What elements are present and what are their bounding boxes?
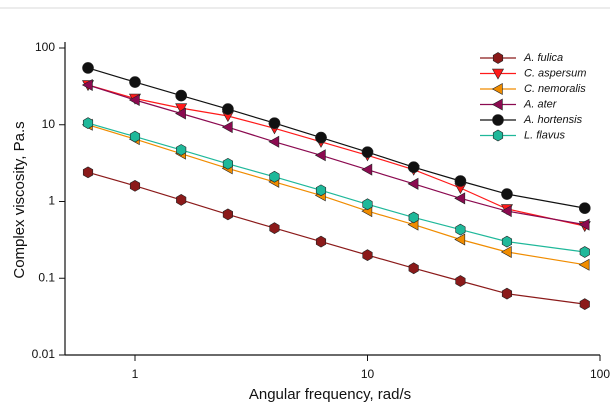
marker <box>222 208 233 221</box>
y-tick-label: 10 <box>42 117 56 131</box>
marker <box>500 205 512 218</box>
legend-marker <box>491 82 503 96</box>
marker <box>129 179 141 192</box>
marker <box>175 103 188 115</box>
marker <box>408 211 419 224</box>
marker <box>578 258 590 271</box>
marker <box>500 245 512 258</box>
marker <box>501 188 513 200</box>
marker <box>361 146 374 158</box>
y-tick-label: 0.01 <box>32 347 56 361</box>
legend-marker <box>492 52 504 64</box>
marker <box>129 76 141 88</box>
marker <box>82 62 94 74</box>
series-line <box>87 84 585 226</box>
marker <box>578 202 591 214</box>
y-tick-label: 100 <box>35 40 55 54</box>
legend-marker <box>492 114 504 126</box>
marker <box>579 298 590 310</box>
marker <box>578 218 590 231</box>
marker <box>501 235 513 248</box>
legend-marker <box>492 129 504 142</box>
legend-label: A. hortensis <box>523 114 583 126</box>
marker <box>315 184 327 197</box>
marker <box>315 235 327 248</box>
marker <box>501 287 513 300</box>
marker <box>82 166 94 179</box>
legend-label: L. flavus <box>524 129 565 141</box>
x-tick-label: 10 <box>361 367 375 381</box>
marker <box>222 103 234 115</box>
legend-label: C. aspersum <box>524 67 586 79</box>
legend-marker <box>491 68 505 80</box>
marker <box>455 223 466 236</box>
marker <box>221 121 233 134</box>
legend-marker <box>491 98 503 111</box>
x-tick-label: 1 <box>132 367 139 381</box>
marker <box>268 117 281 129</box>
marker <box>175 107 186 120</box>
marker <box>128 94 140 107</box>
marker <box>407 161 420 173</box>
marker <box>175 89 187 102</box>
marker <box>362 198 373 211</box>
marker <box>82 117 94 129</box>
marker <box>454 192 466 205</box>
marker <box>176 144 187 156</box>
x-axis-title: Angular frequency, rad/s <box>249 386 411 403</box>
marker <box>314 149 326 162</box>
x-tick-label: 100 <box>590 367 610 381</box>
marker <box>454 233 466 246</box>
legend-label: C. nemoralis <box>524 83 586 95</box>
legend-label: A. ater <box>523 98 558 110</box>
marker <box>129 130 141 143</box>
marker <box>315 131 327 144</box>
legend-label: A. fulica <box>523 52 563 64</box>
marker <box>361 163 373 176</box>
marker <box>176 194 187 206</box>
marker <box>362 249 373 261</box>
marker <box>269 222 280 234</box>
marker <box>454 175 467 187</box>
marker <box>407 177 419 190</box>
y-tick-label: 0.1 <box>38 270 55 284</box>
marker <box>81 78 93 91</box>
marker <box>579 246 590 258</box>
marker <box>455 275 466 287</box>
y-tick-label: 1 <box>48 194 55 208</box>
marker <box>222 157 233 170</box>
y-axis-title: Complex viscosity, Pa.s <box>11 121 28 278</box>
marker <box>408 262 419 275</box>
marker <box>269 170 280 183</box>
marker <box>268 135 280 148</box>
